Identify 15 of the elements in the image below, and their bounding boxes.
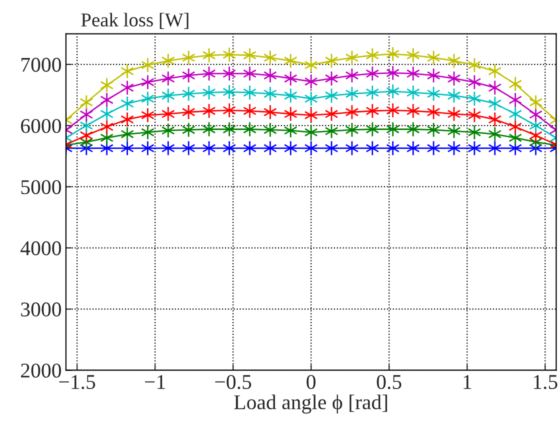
x-tick-label: −1 (145, 375, 165, 389)
chart-title: Peak loss [W] (81, 12, 188, 29)
y-tick-label: 4000 (20, 241, 61, 256)
y-tick-label: 6000 (21, 118, 61, 134)
x-tick-label: 1 (464, 375, 472, 389)
y-tick-label: 5000 (21, 180, 61, 194)
x-tick-label: 1.5 (534, 375, 558, 390)
y-tick-label: 3000 (21, 302, 61, 316)
x-axis-title: Load angle ϕ [rad] (234, 394, 388, 414)
y-tick-label: 7000 (22, 58, 61, 72)
x-tick-label: −0.5 (215, 374, 252, 390)
x-tick-label: −1.5 (59, 375, 96, 390)
x-tick-label: 0 (306, 374, 316, 390)
x-tick-label: 0.5 (376, 374, 402, 390)
y-tick-label: 2000 (21, 364, 61, 378)
